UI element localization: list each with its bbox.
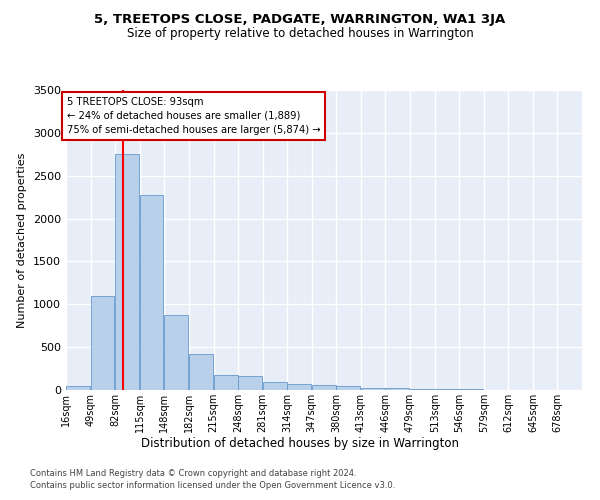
- Bar: [361, 388, 385, 390]
- Bar: [312, 386, 335, 390]
- Text: Contains HM Land Registry data © Crown copyright and database right 2024.: Contains HM Land Registry data © Crown c…: [30, 468, 356, 477]
- Bar: [91, 296, 114, 390]
- Text: 5 TREETOPS CLOSE: 93sqm
← 24% of detached houses are smaller (1,889)
75% of semi: 5 TREETOPS CLOSE: 93sqm ← 24% of detache…: [67, 97, 320, 135]
- Bar: [140, 194, 163, 390]
- Bar: [287, 384, 311, 390]
- Bar: [385, 388, 409, 390]
- Bar: [410, 388, 434, 390]
- Bar: [263, 382, 287, 390]
- Bar: [164, 316, 188, 390]
- Bar: [189, 354, 213, 390]
- Bar: [336, 386, 360, 390]
- Text: Distribution of detached houses by size in Warrington: Distribution of detached houses by size …: [141, 438, 459, 450]
- Bar: [115, 154, 139, 390]
- Bar: [214, 376, 238, 390]
- Bar: [66, 386, 90, 390]
- Text: 5, TREETOPS CLOSE, PADGATE, WARRINGTON, WA1 3JA: 5, TREETOPS CLOSE, PADGATE, WARRINGTON, …: [94, 12, 506, 26]
- Text: Contains public sector information licensed under the Open Government Licence v3: Contains public sector information licen…: [30, 481, 395, 490]
- Y-axis label: Number of detached properties: Number of detached properties: [17, 152, 28, 328]
- Bar: [238, 376, 262, 390]
- Text: Size of property relative to detached houses in Warrington: Size of property relative to detached ho…: [127, 28, 473, 40]
